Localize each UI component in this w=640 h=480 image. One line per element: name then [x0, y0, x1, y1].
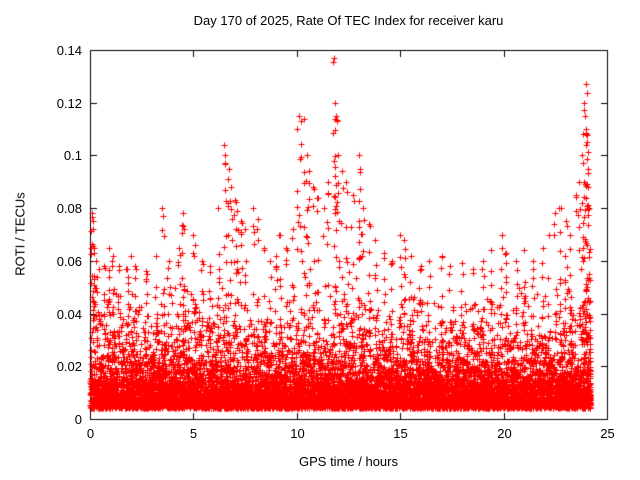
y-tick-label: 0	[74, 411, 82, 427]
y-tick-label: 0.08	[56, 200, 82, 216]
x-tick-label: 5	[189, 426, 198, 441]
x-axis-label: GPS time / hours	[299, 454, 398, 469]
y-tick-label: 0.12	[56, 95, 82, 111]
y-tick-label: 0.04	[56, 306, 82, 322]
y-tick-label: 0.14	[56, 42, 82, 58]
x-tick-label: 10	[290, 426, 305, 441]
x-tick-label: 15	[393, 426, 408, 441]
x-tick-label: 0	[86, 426, 95, 441]
x-tick-label: 25	[600, 426, 615, 441]
chart-title: Day 170 of 2025, Rate Of TEC Index for r…	[193, 13, 504, 28]
x-tick-label: 20	[497, 426, 512, 441]
y-axis-label: ROTI / TECUs	[12, 192, 28, 276]
y-tick-label: 0.06	[56, 253, 82, 269]
y-tick-label: 0.1	[63, 147, 82, 163]
y-tick-label: 0.02	[56, 358, 82, 374]
